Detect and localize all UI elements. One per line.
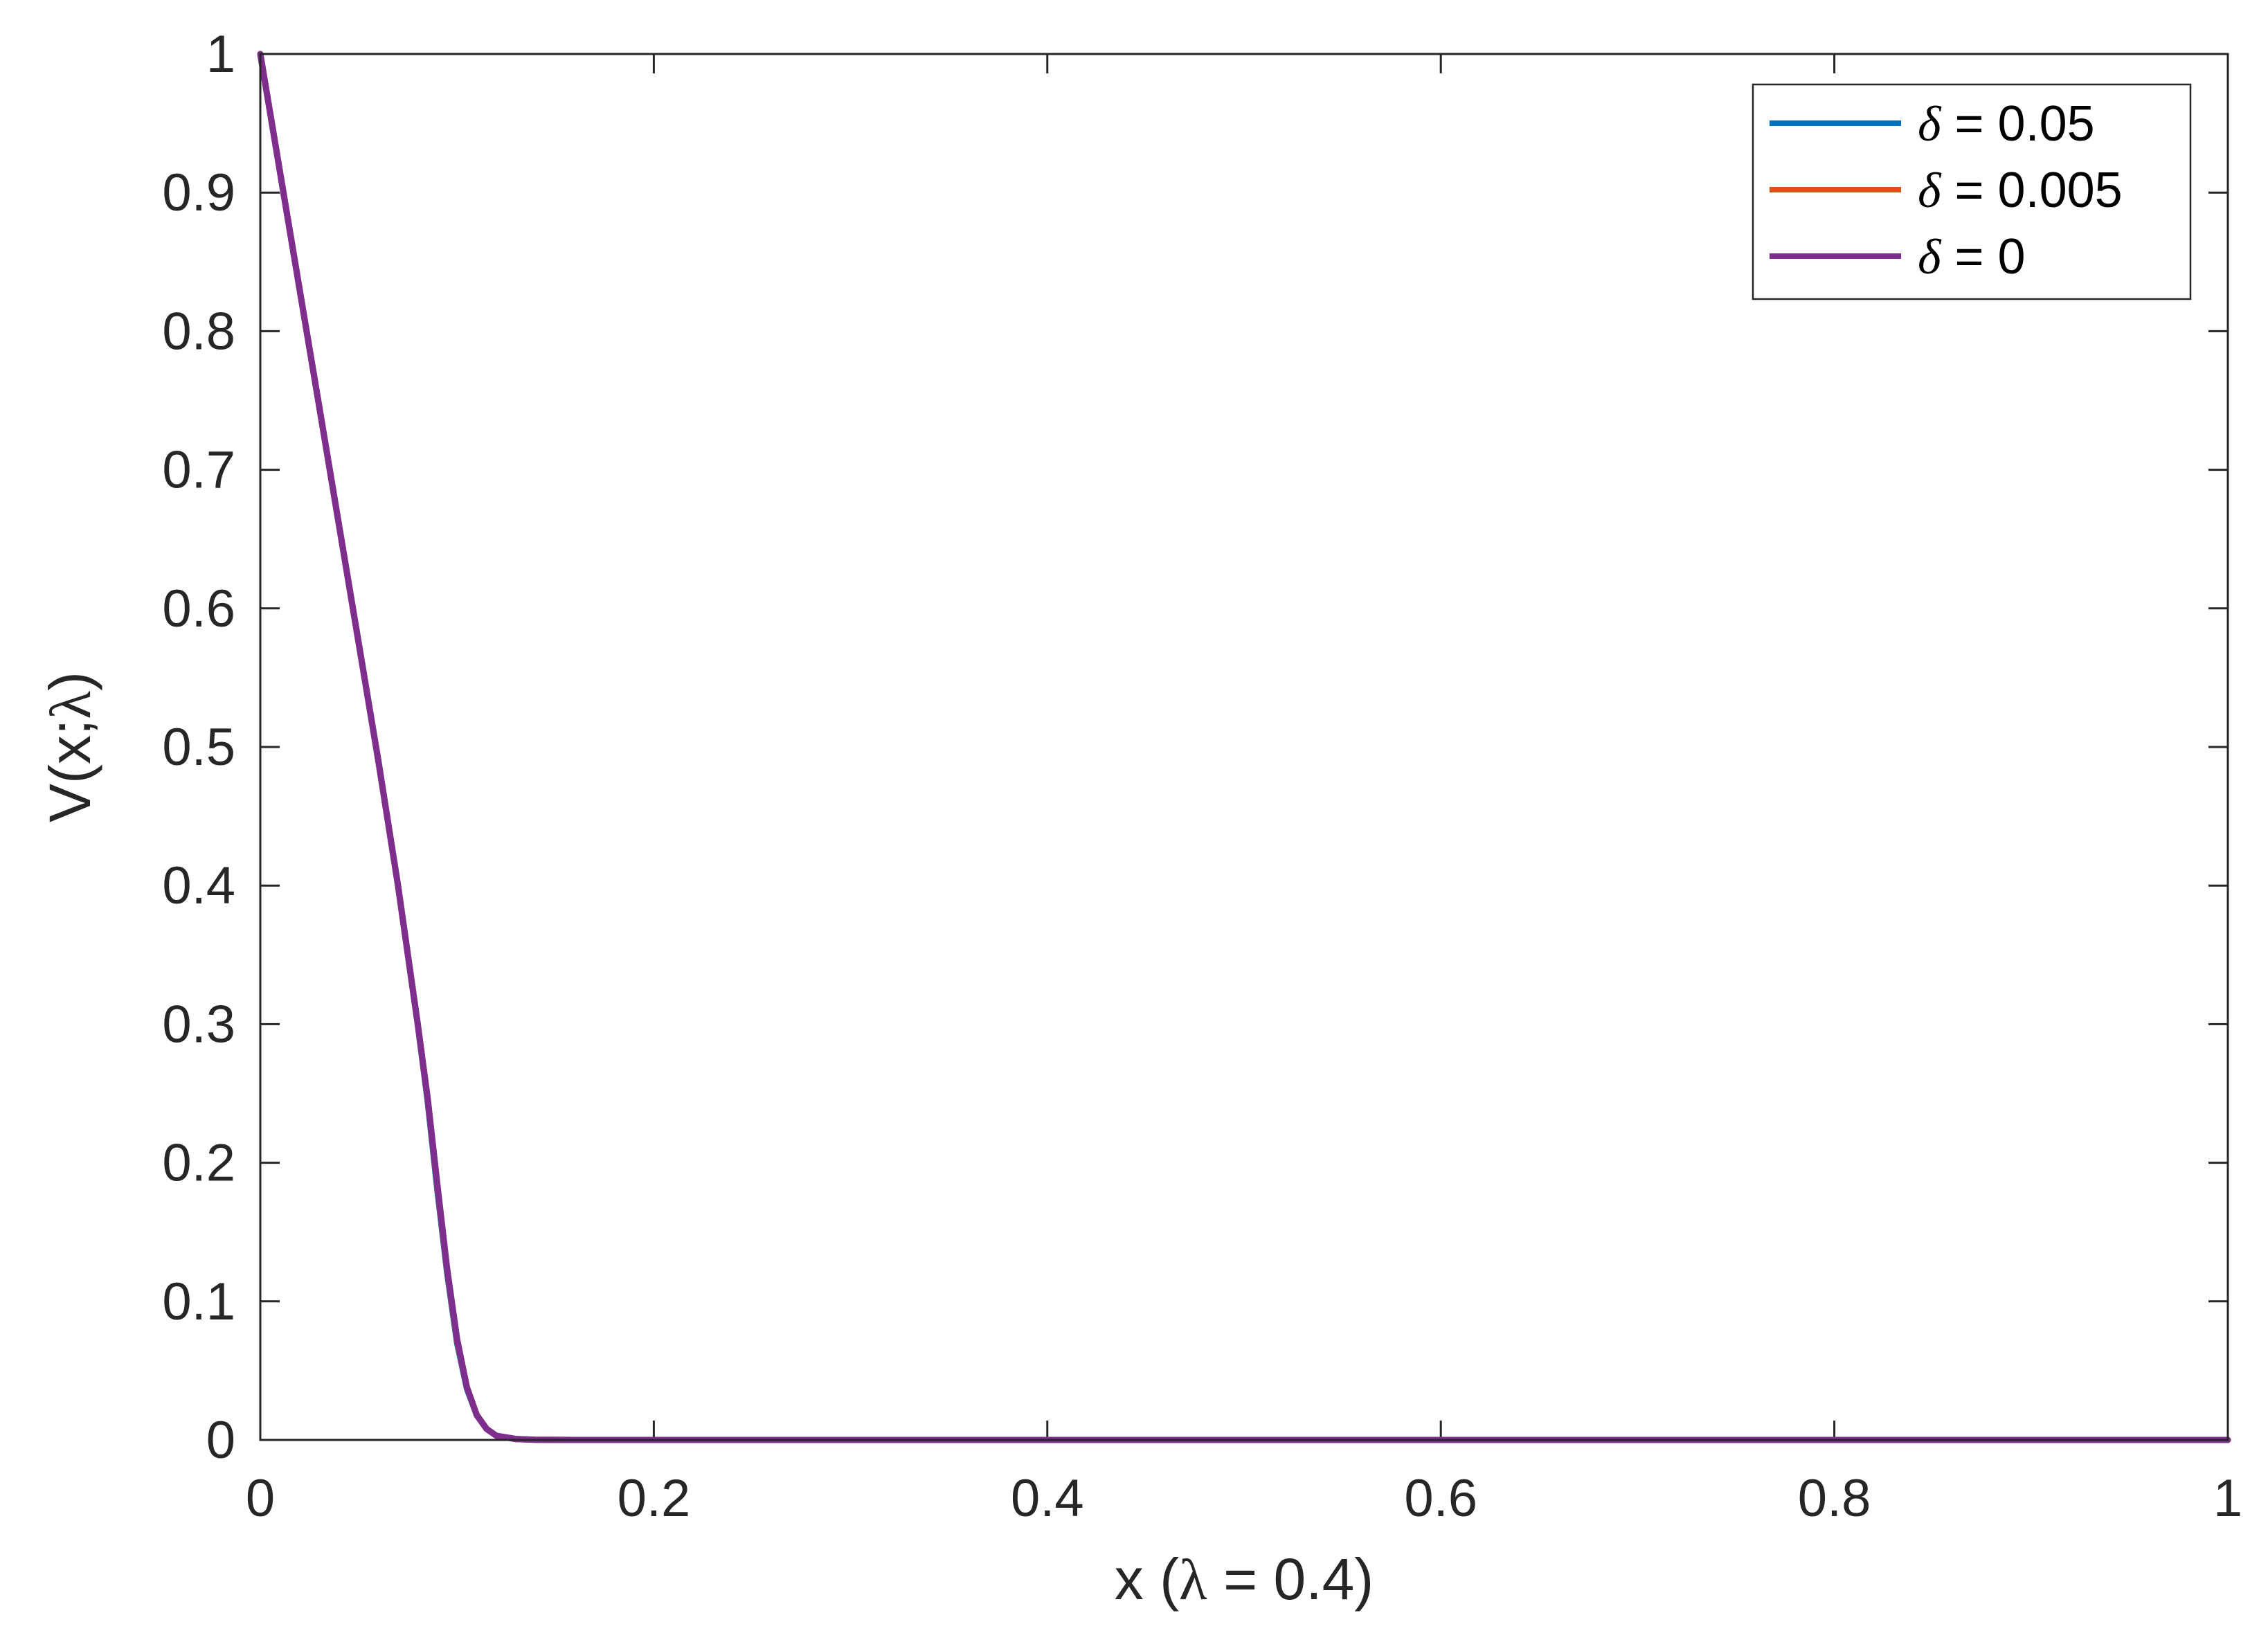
x-tick-label: 0.8 (1798, 1469, 1871, 1528)
tick-labels: 0 0.2 0.4 0.6 0.8 1 0 0.1 0.2 0.3 0.4 0.5 0.6 0.7 0.8 0… (162, 25, 2242, 1528)
y-tick-label: 0.3 (162, 995, 235, 1054)
y-tick-label: 0.1 (162, 1272, 235, 1331)
legend-label-series-1: δ = 0.05 (1918, 96, 2095, 152)
y-tick-label: 0.9 (162, 163, 235, 222)
x-tick-label: 0.6 (1404, 1469, 1477, 1528)
legend: δ = 0.05 δ = 0.005 δ = 0 (1752, 83, 2192, 300)
x-axis-title: x (λ = 0.4) (1115, 1547, 1374, 1612)
y-tick-label: 1 (206, 25, 235, 84)
x-tick-label: 0.4 (1011, 1469, 1084, 1528)
axes-box (259, 53, 2229, 1441)
x-tick-label: 0.2 (618, 1469, 691, 1528)
x-tick-label: 0 (246, 1469, 275, 1528)
y-tick-label: 0.6 (162, 579, 235, 638)
y-tick-label: 0.7 (162, 441, 235, 500)
y-tick-label: 0 (206, 1411, 235, 1470)
y-tick-label: 0.2 (162, 1134, 235, 1193)
y-tick-label: 0.8 (162, 302, 235, 361)
y-tick-label: 0.4 (162, 856, 235, 915)
x-tick-label: 1 (2213, 1469, 2242, 1528)
legend-label-series-2: δ = 0.005 (1918, 163, 2123, 218)
y-tick-label: 0.5 (162, 718, 235, 777)
legend-label-series-3: δ = 0 (1918, 229, 2026, 285)
y-axis-title: V(x;λ) (37, 672, 103, 822)
